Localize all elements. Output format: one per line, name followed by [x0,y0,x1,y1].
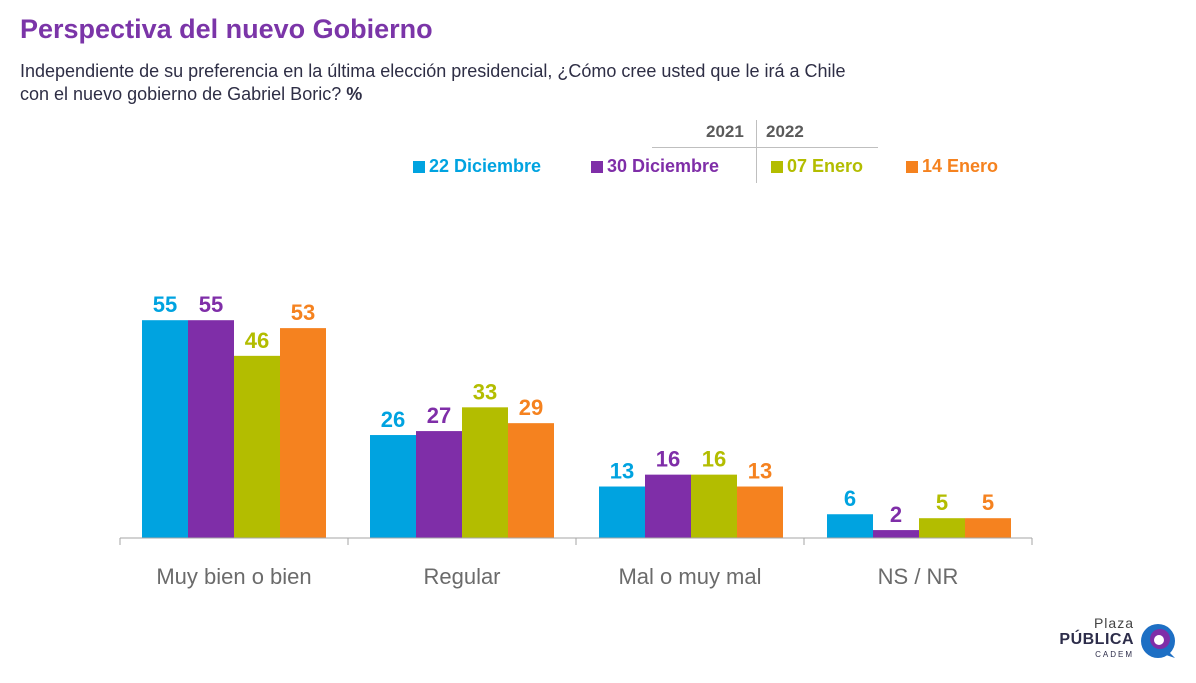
bar [370,435,416,538]
subtitle-line-2: con el nuevo gobierno de Gabriel Boric? [20,84,342,104]
category-label: Regular [423,564,500,589]
bar [599,486,645,538]
bar [691,474,737,538]
subtitle-line-1: Independiente de su preferencia en la úl… [20,61,846,81]
logo-publica-text: PÚBLICA [1059,631,1134,648]
legend-item-30-diciembre: 30 Diciembre [591,156,719,177]
bar [919,518,965,538]
chart-title: Perspectiva del nuevo Gobierno [20,14,433,44]
category-label: Mal o muy mal [618,564,761,589]
legend-divider-horizontal [652,147,878,148]
bar [645,474,691,538]
legend-swatch [771,160,783,173]
data-label: 6 [844,486,856,511]
data-label: 16 [656,447,680,472]
data-label: 33 [473,379,497,404]
legend-item-07-enero: 07 Enero [771,156,863,177]
legend-label: 14 Enero [922,156,999,176]
legend-divider-vertical [756,120,757,183]
bar [188,320,234,538]
legend-swatch [413,160,425,173]
data-label: 53 [291,300,315,325]
legend-swatch [906,160,918,173]
data-label: 2 [890,502,902,527]
year-label-2022: 2022 [766,122,804,141]
legend-item-14-enero: 14 Enero [906,156,998,177]
bar [827,514,873,538]
category-label: Muy bien o bien [156,564,311,589]
logo-cadem-text: CADEM [1095,650,1134,659]
legend-swatch [591,160,603,173]
chart-subtitle: Independiente de su preferencia en la úl… [20,60,1020,106]
data-label: 5 [936,490,948,515]
data-label: 13 [748,459,772,484]
data-label: 46 [245,328,269,353]
logo-plaza-text: Plaza [1093,615,1134,631]
data-label: 5 [982,490,994,515]
data-label: 13 [610,459,634,484]
legend-item-22-diciembre: 22 Diciembre [413,156,541,177]
bar [416,431,462,538]
data-label: 29 [519,395,543,420]
category-label: NS / NR [878,564,959,589]
data-label: 16 [702,447,726,472]
legend-label: 07 Enero [787,156,864,176]
bar [462,407,508,538]
year-label-2021: 2021 [706,122,744,141]
data-label: 26 [381,407,405,432]
bar [873,530,919,538]
bar [508,423,554,538]
legend-label: 22 Diciembre [429,156,542,176]
plaza-publica-cadem-logo: Plaza PÚBLICA CADEM [1040,613,1180,669]
bar [234,355,280,538]
legend-label: 30 Diciembre [607,156,720,176]
bar [737,486,783,538]
data-label: 27 [427,403,451,428]
data-label: 55 [153,292,177,317]
subtitle-percent: % [346,84,363,104]
speech-bubble-icon [1141,624,1175,658]
data-label: 55 [199,292,223,317]
bar [965,518,1011,538]
bar [142,320,188,538]
bar [280,328,326,538]
